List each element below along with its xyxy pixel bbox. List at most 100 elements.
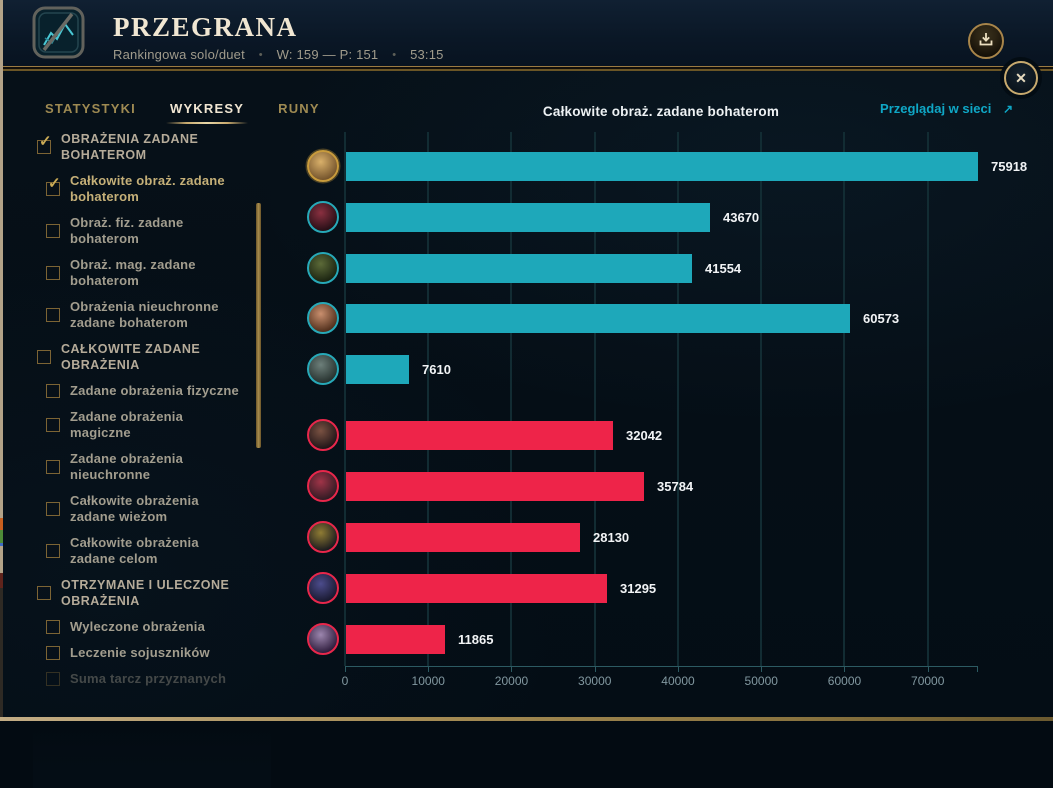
damage-bar [346, 355, 409, 384]
close-icon: ✕ [1015, 69, 1027, 86]
checkbox-unchecked[interactable] [46, 620, 60, 634]
axis-tick [511, 666, 513, 672]
champion-avatar [307, 200, 339, 233]
check-icon: ✓ [48, 175, 61, 192]
champion-avatar [307, 251, 339, 284]
match-result-title: PRZEGRANA [113, 12, 298, 42]
tab-runy[interactable]: RUNY [278, 101, 320, 116]
bar-value-label: 28130 [593, 530, 630, 545]
view-on-web-link[interactable]: Przeglądaj w sieci ↗ [880, 101, 1013, 116]
axis-tick-label: 10000 [411, 674, 445, 688]
download-button[interactable] [968, 23, 1004, 59]
sidebar-item-14[interactable]: Suma tarcz przyznanych [46, 671, 257, 687]
sidebar-item-2[interactable]: Obraż. fiz. zadane bohaterom [46, 215, 257, 247]
checkbox-checked[interactable]: ✓ [37, 134, 52, 154]
axis-tick-label: 60000 [827, 674, 862, 688]
match-duration: 53:15 [410, 47, 444, 62]
gridline [510, 132, 513, 666]
sidebar-fade-overlay [33, 726, 271, 788]
view-on-web-label: Przeglądaj w sieci [880, 101, 992, 116]
sidebar-item-label: Zadane obrażenia magiczne [70, 409, 184, 440]
sidebar-item-3[interactable]: Obraż. mag. zadane bohaterom [46, 257, 257, 289]
sidebar-item-6[interactable]: Zadane obrażenia fizyczne [46, 383, 257, 399]
champion-avatar [307, 470, 339, 502]
bar-value-label: 60573 [863, 311, 900, 327]
checkbox-unchecked[interactable] [46, 308, 60, 322]
axis-tick-label: 20000 [494, 674, 529, 688]
gridline [926, 132, 929, 666]
tab-statystyki[interactable]: STATYSTYKI [45, 101, 136, 116]
tab-label: WYKRESY [169, 101, 245, 116]
close-button[interactable]: ✕ [1004, 61, 1038, 95]
axis-tick-label: 40000 [661, 674, 695, 688]
bar-value-label: 31295 [620, 581, 657, 596]
checkbox-unchecked[interactable] [46, 384, 60, 398]
damage-bar [346, 304, 850, 334]
axis-tick-label: 50000 [744, 674, 778, 688]
sidebar-item-label: Wyleczone obrażenia [70, 619, 206, 634]
checkbox-unchecked[interactable] [46, 646, 60, 660]
sidebar-item-label: Całkowite obrażenia zadane celom [70, 535, 199, 566]
axis-tick-label: 0 [341, 674, 349, 688]
sidebar-item-label: Zadane obrażenia fizyczne [70, 383, 239, 398]
sidebar-item-13[interactable]: Leczenie sojuszników [46, 645, 257, 661]
checkbox-unchecked[interactable] [46, 672, 60, 686]
checkbox-unchecked[interactable] [37, 350, 51, 364]
bar-chart: 0 10000 20000 30000 40000 50000 60000 70000 7591… [307, 132, 1027, 688]
sidebar-item-12[interactable]: Wyleczone obrażenia [46, 619, 257, 635]
damage-bar [346, 253, 692, 283]
gridline [843, 132, 846, 666]
tab-wykresy[interactable]: WYKRESY [165, 101, 249, 124]
axis-tick [761, 666, 763, 672]
checkbox-unchecked[interactable] [46, 502, 60, 516]
damage-bar [346, 421, 613, 450]
tab-label: STATYSTYKI [45, 101, 136, 116]
sidebar-item-0[interactable]: ✓ OBRAŻENIA ZADANE BOHATEROM [37, 131, 257, 163]
sidebar-item-label: Leczenie sojuszników [70, 645, 210, 660]
bar-value-label: 41554 [705, 260, 742, 276]
damage-bar [346, 472, 644, 501]
sidebar-item-1[interactable]: ✓ Całkowite obraż. zadane bohaterom [46, 173, 257, 205]
gridline [676, 132, 679, 666]
damage-bar [346, 574, 607, 603]
bar-value-label: 43670 [723, 209, 760, 225]
sidebar-item-11[interactable]: OTRZYMANE I ULECZONE OBRAŻENIA [37, 577, 257, 609]
damage-bar [346, 202, 710, 232]
axis-tick [844, 666, 846, 672]
sidebar-item-label: OTRZYMANE I ULECZONE OBRAŻENIA [61, 578, 230, 608]
sidebar-item-5[interactable]: CAŁKOWITE ZADANE OBRAŻENIA [37, 341, 257, 373]
champion-avatar [307, 623, 339, 655]
checkbox-unchecked[interactable] [46, 460, 60, 474]
sidebar-item-9[interactable]: Całkowite obrażenia zadane wieżom [46, 493, 257, 525]
sidebar-scrollbar-thumb[interactable] [256, 203, 261, 448]
sidebar-item-8[interactable]: Zadane obrażenia nieuchronne [46, 451, 257, 483]
sidebar-item-7[interactable]: Zadane obrażenia magiczne [46, 409, 257, 441]
separator-dot: • [258, 49, 263, 61]
checkbox-unchecked[interactable] [46, 266, 60, 280]
checkbox-unchecked[interactable] [46, 224, 60, 238]
gridline [344, 132, 346, 666]
champion-avatar [307, 302, 339, 335]
checkbox-unchecked[interactable] [37, 586, 51, 600]
sidebar-item-4[interactable]: Obrażenia nieuchronne zadane bohaterom [46, 299, 257, 331]
checkbox-unchecked[interactable] [46, 418, 60, 432]
sidebar-item-label: CAŁKOWITE ZADANE OBRAŻENIA [61, 342, 201, 372]
checkbox-checked[interactable]: ✓ [46, 176, 61, 196]
sidebar-item-10[interactable]: Całkowite obrażenia zadane celom [46, 535, 257, 567]
stat-category-list: ✓ OBRAŻENIA ZADANE BOHATEROM ✓ Całkowite ob… [37, 131, 257, 717]
match-header: PRZEGRANA Rankingowa solo/duet • W: 159 … [3, 0, 1053, 66]
bar-value-label: 35784 [657, 479, 694, 494]
active-tab-underline [165, 122, 249, 124]
damage-bar [346, 152, 978, 181]
gridline [427, 132, 430, 666]
game-mode-icon [31, 5, 86, 60]
axis-tick [345, 666, 346, 672]
champion-avatar [307, 353, 339, 385]
bar-value-label: 7610 [422, 362, 451, 377]
chart-title: Całkowite obraż. zadane bohaterom [542, 104, 780, 119]
win-loss-record: W: 159 — P: 151 [276, 47, 379, 62]
window-left-edge [0, 0, 3, 721]
sidebar-item-label: Zadane obrażenia nieuchronne [70, 451, 184, 482]
checkbox-unchecked[interactable] [46, 544, 60, 558]
sidebar-item-label: Całkowite obraż. zadane bohaterom [70, 173, 225, 204]
